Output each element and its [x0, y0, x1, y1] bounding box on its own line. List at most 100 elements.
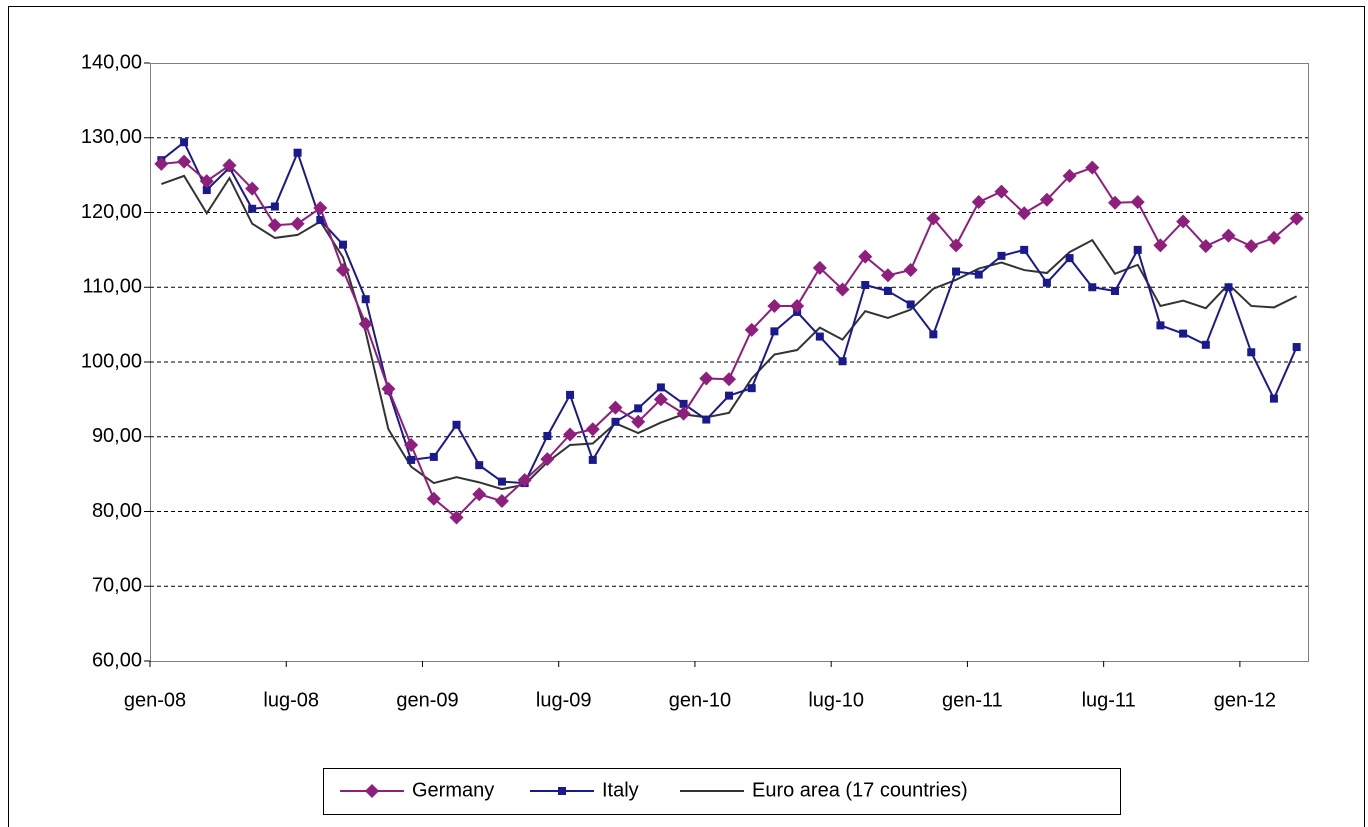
marker [699, 371, 714, 386]
marker [1266, 230, 1281, 245]
marker [336, 263, 350, 278]
marker [952, 267, 961, 276]
marker [1020, 245, 1029, 254]
marker [585, 422, 600, 437]
marker [497, 477, 506, 486]
marker [1085, 160, 1100, 175]
marker [566, 390, 575, 399]
x-tick-label: gen-10 [669, 689, 731, 711]
marker [1130, 195, 1145, 210]
marker [154, 156, 169, 171]
marker [747, 384, 756, 393]
marker [1039, 192, 1054, 207]
marker [1201, 340, 1210, 349]
marker [767, 298, 782, 313]
marker [245, 181, 260, 196]
marker [339, 240, 347, 249]
marker [974, 270, 983, 279]
x-tick-label: lug-09 [536, 689, 592, 711]
marker [1111, 286, 1119, 295]
marker [994, 184, 1009, 199]
y-tick-label: 120,00 [81, 201, 142, 223]
marker [1133, 245, 1142, 254]
marker [679, 399, 688, 408]
marker [358, 316, 373, 331]
marker [449, 510, 464, 525]
marker [676, 406, 691, 421]
marker [815, 332, 824, 341]
marker [880, 268, 895, 283]
marker [634, 404, 643, 413]
y-tick-label: 130,00 [81, 126, 142, 148]
marker [452, 420, 461, 429]
marker [543, 432, 552, 441]
marker [861, 281, 870, 290]
marker [997, 251, 1006, 260]
marker [475, 461, 484, 470]
marker [611, 417, 620, 426]
marker [725, 391, 733, 400]
marker [517, 473, 532, 488]
marker [858, 249, 873, 264]
x-tick-label: gen-11 [942, 689, 1003, 711]
y-tick-label: 80,00 [92, 500, 142, 522]
marker [929, 330, 938, 339]
marker [812, 260, 827, 275]
marker [540, 452, 555, 467]
marker [770, 327, 779, 336]
marker [1289, 211, 1304, 226]
marker [1292, 343, 1301, 352]
marker [290, 216, 305, 231]
marker [1017, 206, 1032, 221]
marker [494, 494, 509, 509]
marker [1153, 238, 1168, 253]
marker [180, 138, 189, 147]
x-tick-label: gen-12 [1214, 689, 1276, 711]
marker [1198, 239, 1213, 254]
x-tick-label: gen-08 [124, 689, 186, 711]
marker [1088, 283, 1097, 292]
marker [365, 784, 379, 798]
marker [316, 215, 325, 224]
marker [835, 282, 850, 297]
legend-label: Euro area (17 countries) [752, 779, 968, 801]
marker [407, 455, 416, 464]
y-tick-label: 100,00 [81, 350, 142, 372]
marker [722, 372, 736, 387]
marker [248, 204, 257, 213]
marker [199, 174, 214, 189]
marker [653, 392, 668, 407]
marker [1108, 195, 1122, 210]
marker [293, 148, 302, 157]
marker [426, 491, 441, 506]
marker [631, 414, 646, 429]
marker [588, 455, 597, 464]
marker [563, 427, 578, 442]
marker [313, 201, 328, 216]
legend-label: Italy [602, 779, 639, 801]
marker [270, 202, 279, 211]
marker [1244, 239, 1259, 254]
marker [381, 381, 396, 396]
marker [222, 158, 237, 173]
marker [656, 383, 665, 392]
x-tick-label: lug-08 [263, 689, 319, 711]
x-tick-label: lug-10 [808, 689, 864, 711]
marker [1221, 228, 1236, 243]
marker [971, 195, 986, 210]
marker [838, 357, 847, 366]
marker [1042, 278, 1051, 287]
legend-label: Germany [412, 779, 494, 801]
marker [1156, 321, 1165, 330]
marker [1062, 168, 1077, 183]
marker [1224, 283, 1233, 292]
marker [608, 400, 623, 415]
marker [1065, 254, 1074, 263]
marker [906, 300, 915, 309]
series-line [161, 174, 1298, 491]
marker [558, 787, 566, 795]
marker [926, 211, 941, 226]
x-tick-label: gen-09 [396, 689, 458, 711]
marker [202, 186, 211, 195]
